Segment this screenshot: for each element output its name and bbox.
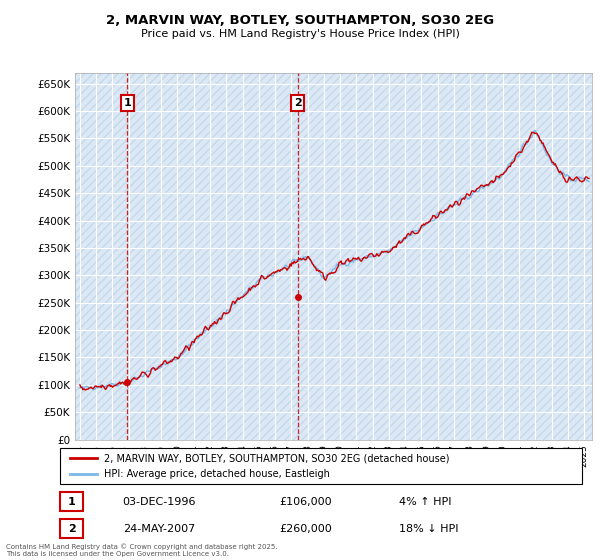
Text: HPI: Average price, detached house, Eastleigh: HPI: Average price, detached house, East…: [104, 469, 330, 479]
Text: 2, MARVIN WAY, BOTLEY, SOUTHAMPTON, SO30 2EG (detached house): 2, MARVIN WAY, BOTLEY, SOUTHAMPTON, SO30…: [104, 453, 450, 463]
Text: 1: 1: [68, 497, 76, 507]
Text: Price paid vs. HM Land Registry's House Price Index (HPI): Price paid vs. HM Land Registry's House …: [140, 29, 460, 39]
Text: 03-DEC-1996: 03-DEC-1996: [122, 497, 196, 507]
Text: 24-MAY-2007: 24-MAY-2007: [122, 524, 195, 534]
FancyBboxPatch shape: [60, 519, 83, 538]
Text: Contains HM Land Registry data © Crown copyright and database right 2025.
This d: Contains HM Land Registry data © Crown c…: [6, 544, 277, 557]
Text: 1: 1: [124, 98, 131, 108]
Text: £260,000: £260,000: [279, 524, 332, 534]
Text: 2, MARVIN WAY, BOTLEY, SOUTHAMPTON, SO30 2EG: 2, MARVIN WAY, BOTLEY, SOUTHAMPTON, SO30…: [106, 14, 494, 27]
Text: £106,000: £106,000: [279, 497, 332, 507]
Text: 2: 2: [294, 98, 302, 108]
Text: 18% ↓ HPI: 18% ↓ HPI: [400, 524, 459, 534]
Text: 2: 2: [68, 524, 76, 534]
FancyBboxPatch shape: [60, 448, 582, 484]
Text: 4% ↑ HPI: 4% ↑ HPI: [400, 497, 452, 507]
FancyBboxPatch shape: [60, 492, 83, 511]
